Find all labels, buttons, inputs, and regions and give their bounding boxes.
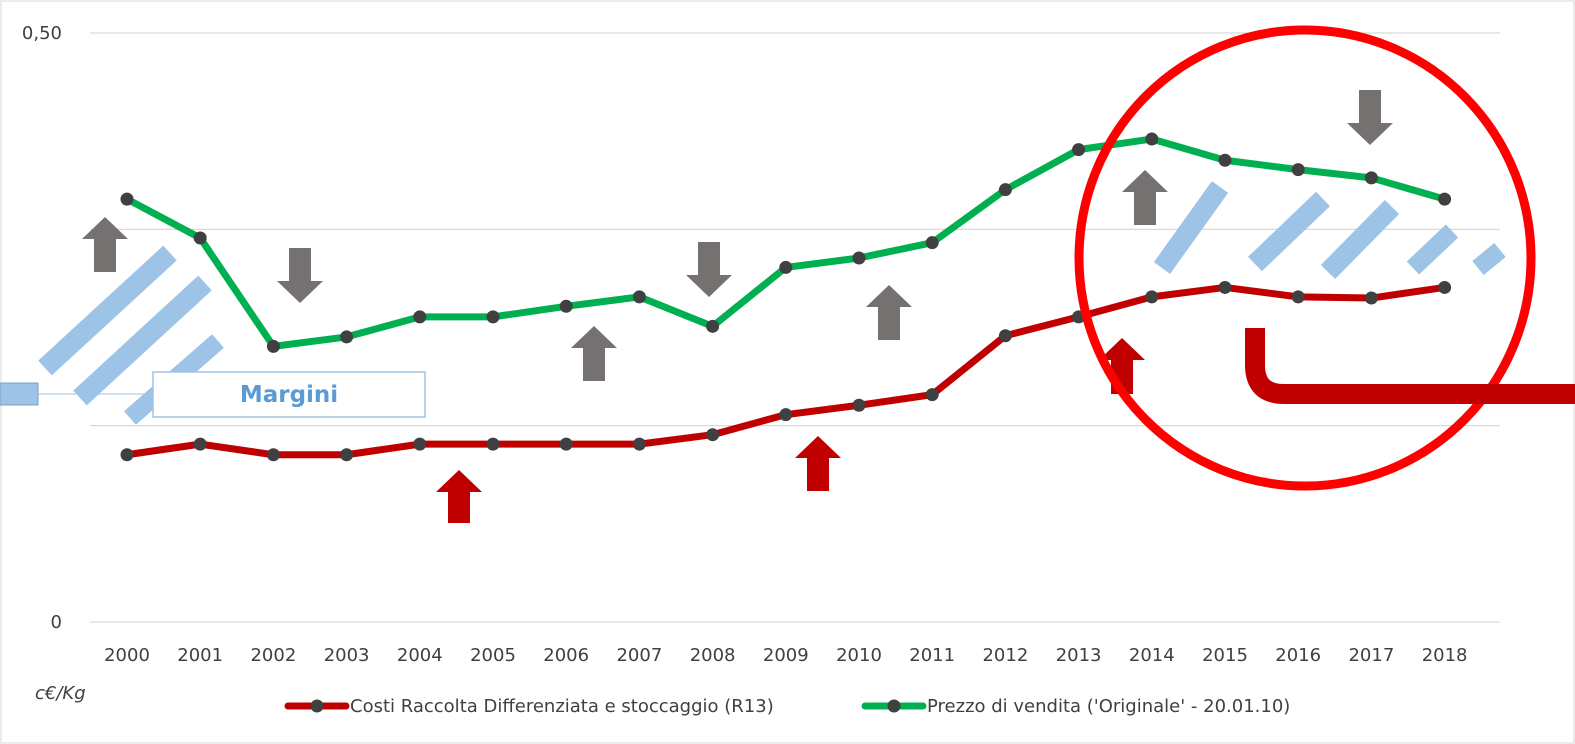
up-arrow-icon [1099,338,1145,394]
highlight-circle [1074,25,1536,491]
x-tick-label: 2000 [104,645,150,666]
down-arrow-icon [686,242,732,297]
data-point [1145,290,1159,304]
hatch-stripe [73,275,212,406]
x-tick-label: 2018 [1422,645,1468,666]
data-point [120,192,134,206]
data-point [1438,192,1452,206]
callout-tab [0,382,39,406]
data-point [1438,280,1452,294]
x-tick-label: 2012 [982,645,1028,666]
down-arrow-icon [1347,90,1393,145]
x-tick-label: 2017 [1348,645,1394,666]
hatch-stripe [1472,243,1506,275]
x-tick-label: 2013 [1056,645,1102,666]
y-tick-labels: 00,50 [22,23,62,633]
data-point [632,437,646,451]
legend-label: Prezzo di vendita ('Originale' - 20.01.1… [927,696,1290,717]
margin-callout-label: Margini [240,382,338,408]
data-point [340,330,354,344]
up-arrow-icon [436,470,482,523]
x-tick-label: 2011 [909,645,955,666]
data-point [193,437,207,451]
data-point [852,251,866,265]
x-tick-label: 2014 [1129,645,1175,666]
data-point [1364,291,1378,305]
data-point [779,260,793,274]
data-point [998,183,1012,197]
data-point [266,448,280,462]
data-point [706,428,720,442]
data-point [1291,163,1305,177]
data-point [1291,290,1305,304]
data-point [779,408,793,422]
hatch-stripe [1406,224,1459,275]
data-point [340,448,354,462]
up-arrow-icon [82,217,128,272]
x-tick-label: 2001 [177,645,223,666]
legend-marker [887,699,901,713]
x-tick-label: 2008 [690,645,736,666]
hatch-stripe [38,245,177,376]
data-point [486,310,500,324]
data-point [1218,153,1232,167]
unit-label: c€/Kg [35,683,86,704]
hatch-stripe [1153,181,1229,274]
data-point [413,437,427,451]
legend: Costi Raccolta Differenziata e stoccaggi… [284,696,1290,717]
data-point [486,437,500,451]
data-point [1072,143,1086,157]
up-arrow-icon [866,285,912,340]
data-point [998,329,1012,343]
hatch-stripe [1248,191,1330,272]
up-arrow-icon [795,436,841,491]
data-point [632,290,646,304]
gridlines [90,32,1500,623]
data-point [852,398,866,412]
data-point [1364,171,1378,185]
x-tick-label: 2004 [397,645,443,666]
x-tick-labels: 2000 2001 2002 2003 2004 2005 2006 2007 2008 2009… [104,645,1467,666]
data-point [120,448,134,462]
x-tick-label: 2005 [470,645,516,666]
x-tick-label: 2015 [1202,645,1248,666]
data-point [1145,132,1159,146]
x-tick-label: 2009 [763,645,809,666]
x-tick-label: 2006 [543,645,589,666]
data-point [413,310,427,324]
legend-label: Costi Raccolta Differenziata e stoccaggi… [350,696,774,717]
data-point [925,236,939,250]
data-point [925,388,939,402]
x-tick-label: 2016 [1275,645,1321,666]
data-point [1218,280,1232,294]
up-arrow-icon [571,326,617,381]
data-point [266,339,280,353]
connector-arrow [1245,328,1575,404]
y-tick-label: 0 [51,612,62,633]
up-arrow-icon [1122,170,1168,225]
x-tick-label: 2007 [616,645,662,666]
hatch-stripe [1320,199,1400,280]
legend-marker [310,699,324,713]
x-tick-label: 2002 [250,645,296,666]
series-lines [120,132,1452,462]
data-point [559,299,573,313]
x-tick-label: 2003 [324,645,370,666]
x-tick-label: 2010 [836,645,882,666]
data-point [193,231,207,245]
margin-callout-box [152,371,426,418]
data-point [706,319,720,333]
y-tick-label: 0,50 [22,23,62,44]
down-arrow-icon [277,248,323,303]
data-point [559,437,573,451]
decorations-front [1074,25,1575,491]
decorations: Margini [0,90,1506,523]
